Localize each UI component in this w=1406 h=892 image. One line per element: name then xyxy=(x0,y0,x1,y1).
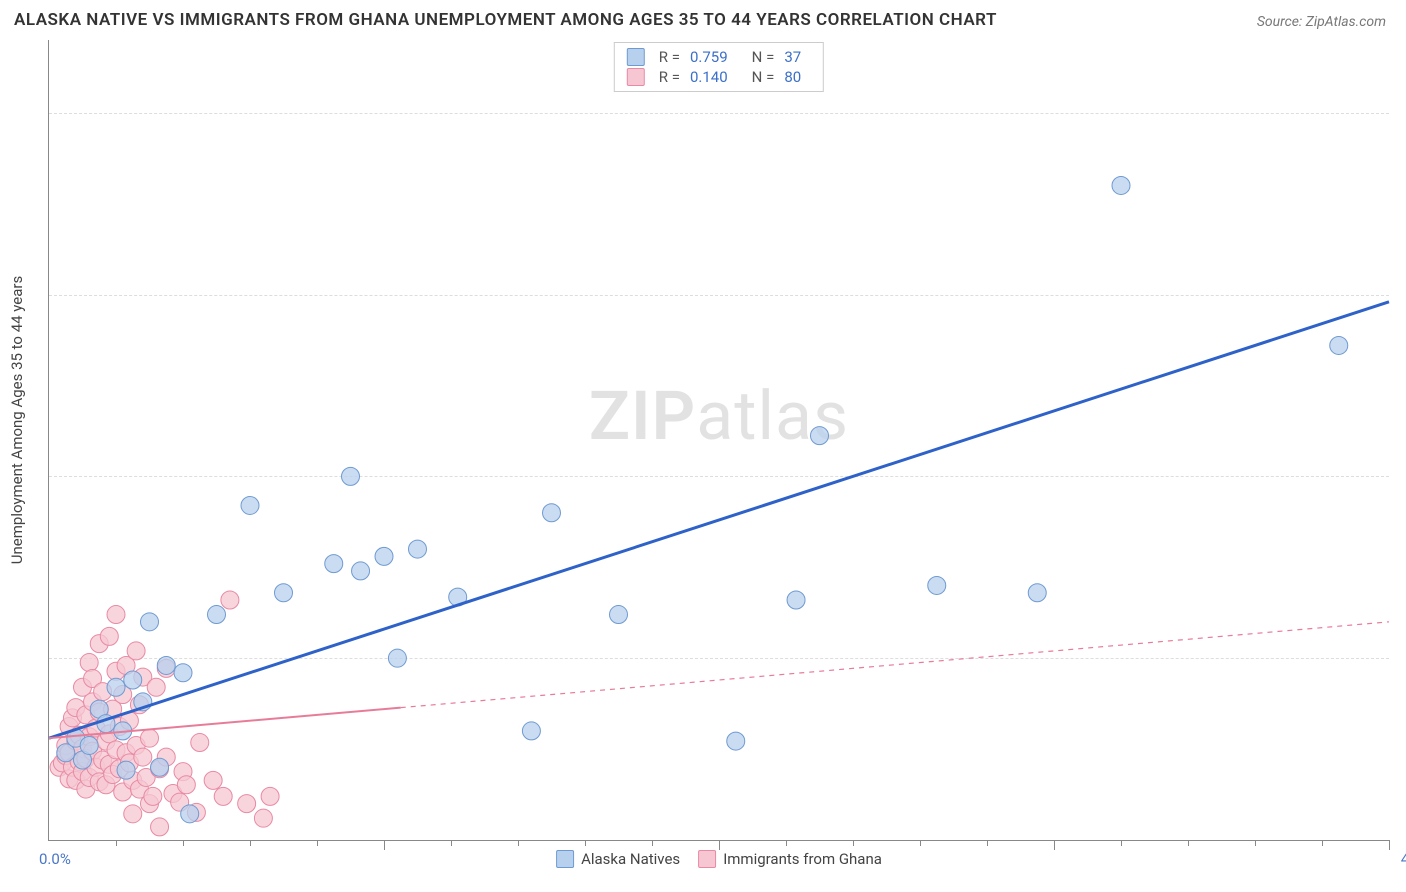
correlation-legend: R = 0.759 N = 37 R = 0.140 N = 80 xyxy=(614,42,824,92)
chart-title: ALASKA NATIVE VS IMMIGRANTS FROM GHANA U… xyxy=(14,10,997,30)
swatch-alaska-icon xyxy=(556,850,574,868)
scatter-svg xyxy=(49,40,1389,840)
y-tick-label: 12.5% xyxy=(1394,649,1406,667)
source-attribution: Source: ZipAtlas.com xyxy=(1257,14,1386,30)
swatch-alaska xyxy=(627,48,645,66)
y-tick-label: 25.0% xyxy=(1394,467,1406,485)
legend-item-alaska: Alaska Natives xyxy=(556,850,680,868)
x-max-label: 40.0% xyxy=(1401,850,1406,868)
legend-row-ghana: R = 0.140 N = 80 xyxy=(627,67,811,87)
plot-area: ZIPatlas 12.5%25.0%37.5%50.0% R = 0.759 … xyxy=(48,40,1389,841)
legend-row-alaska: R = 0.759 N = 37 xyxy=(627,47,811,67)
swatch-ghana-icon xyxy=(698,850,716,868)
x-origin-label: 0.0% xyxy=(39,850,71,868)
legend-item-ghana: Immigrants from Ghana xyxy=(698,850,882,868)
y-tick-label: 50.0% xyxy=(1394,104,1406,122)
swatch-ghana xyxy=(627,68,645,86)
y-axis-label: Unemployment Among Ages 35 to 44 years xyxy=(8,276,26,564)
series-legend: Alaska Natives Immigrants from Ghana xyxy=(556,850,882,868)
y-tick-label: 37.5% xyxy=(1394,286,1406,304)
